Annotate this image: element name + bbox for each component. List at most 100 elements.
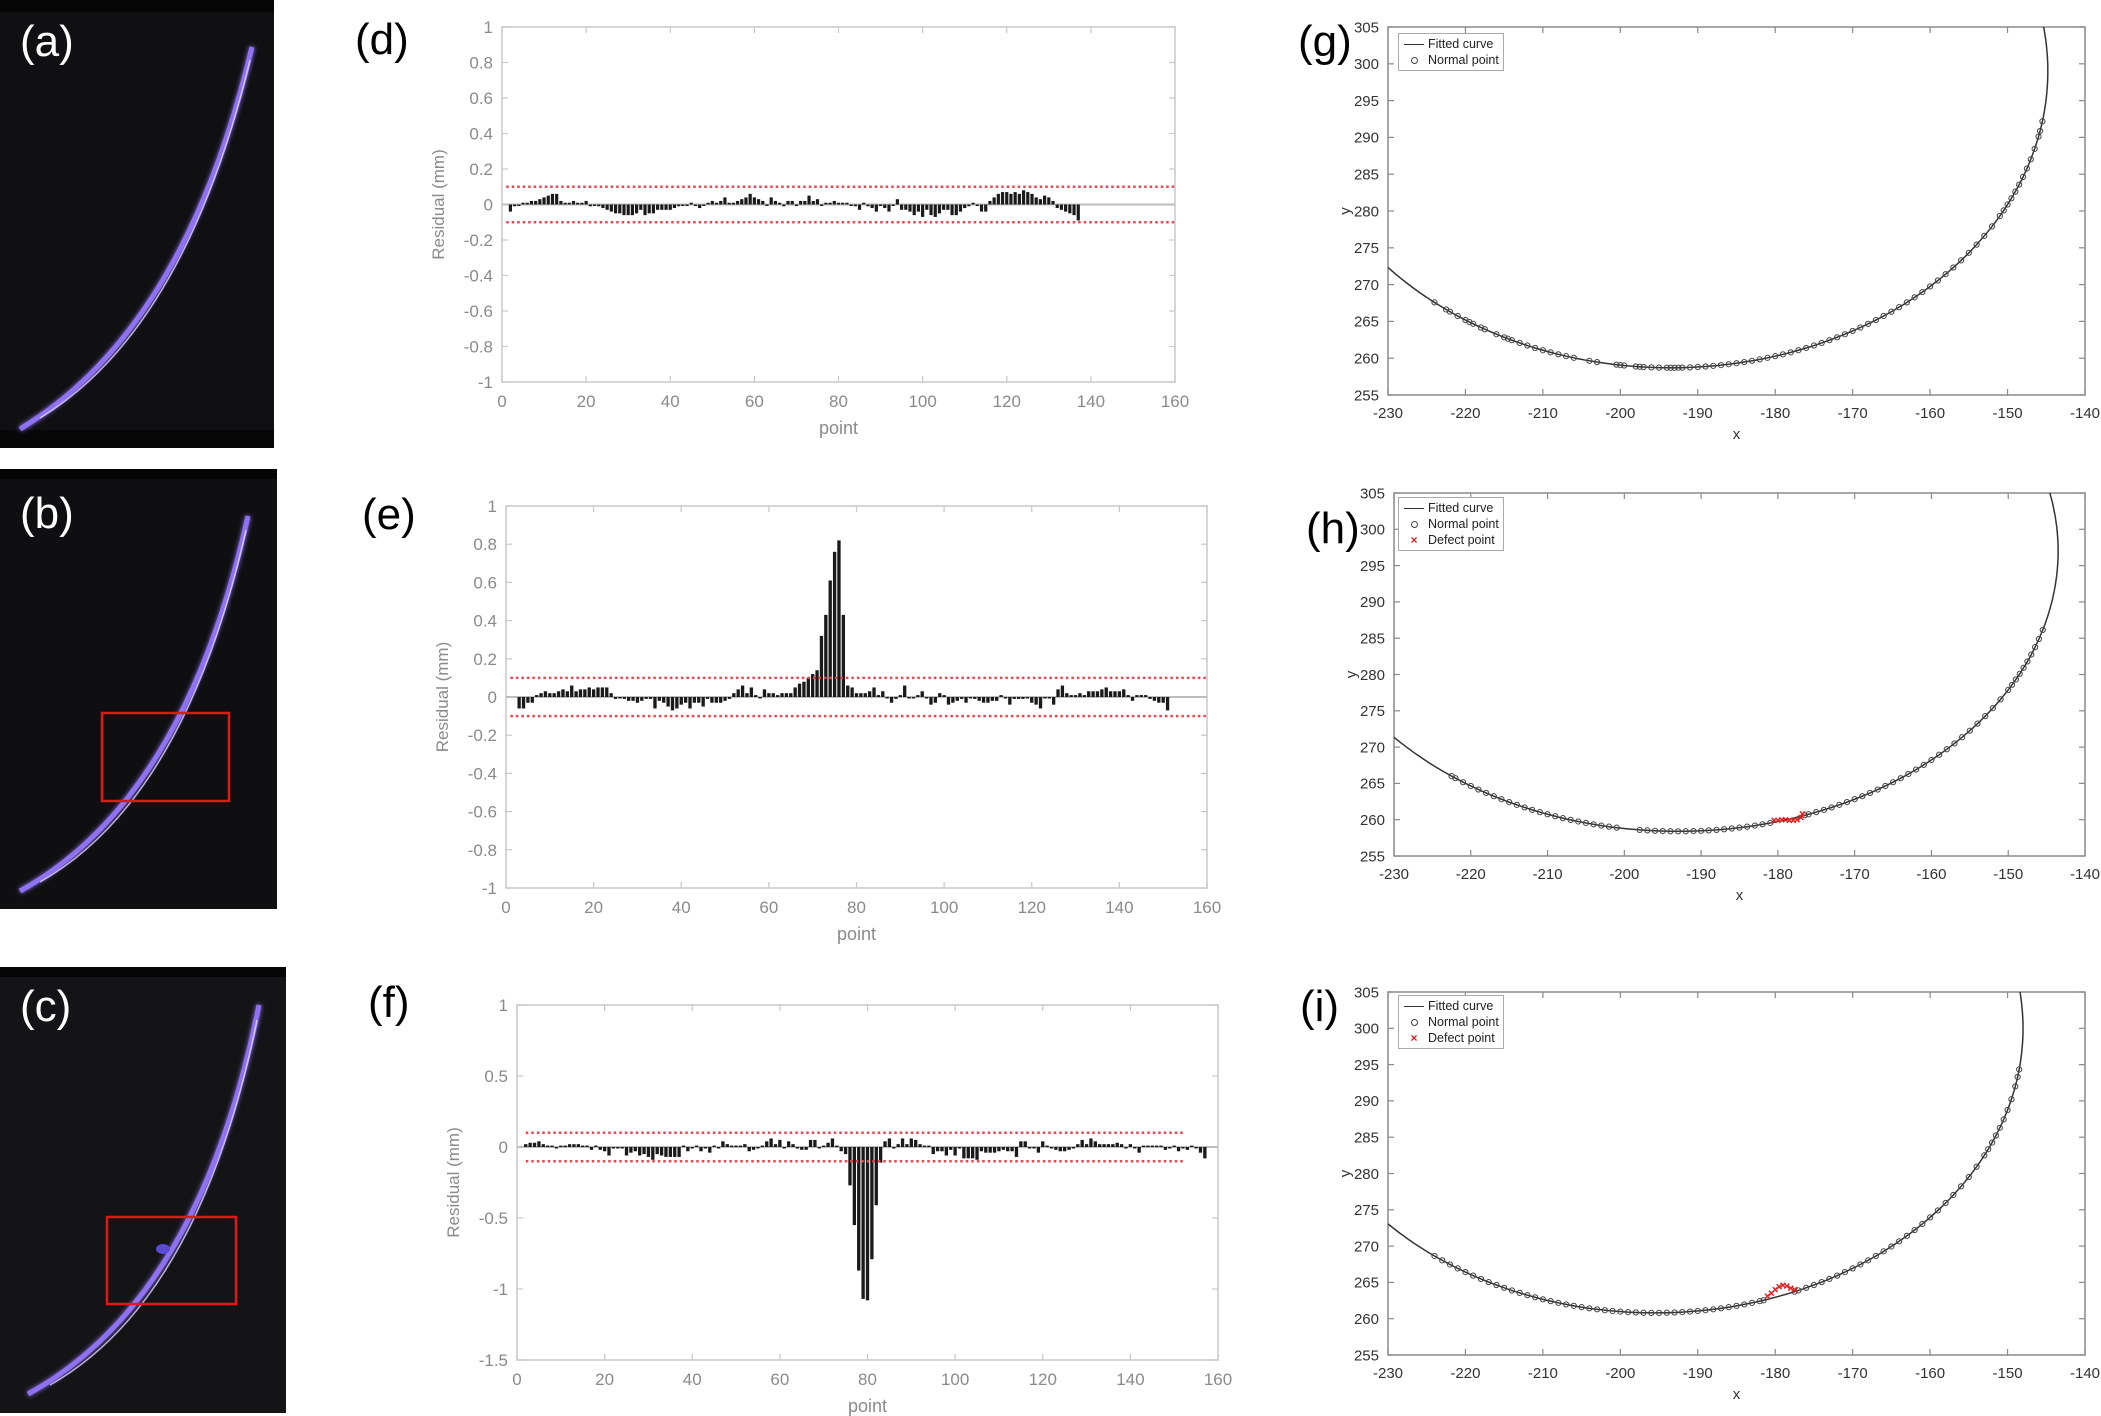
residual-bar bbox=[703, 1147, 708, 1149]
y-tick-label: -0.8 bbox=[464, 337, 493, 356]
residual-bar bbox=[806, 677, 810, 697]
residual-bar bbox=[894, 697, 898, 699]
residual-bar bbox=[591, 689, 596, 697]
residual-bar bbox=[811, 674, 815, 697]
residual-bar bbox=[794, 204, 799, 206]
residual-bar bbox=[642, 1147, 646, 1155]
normal-point bbox=[1857, 1261, 1864, 1268]
normal-point bbox=[2016, 1066, 2023, 1073]
residual-bar bbox=[744, 197, 748, 205]
x-tick-label: -190 bbox=[1683, 1365, 1713, 1382]
residual-bar bbox=[1051, 200, 1055, 205]
x-tick-label: -210 bbox=[1533, 866, 1563, 883]
residual-bar bbox=[907, 697, 911, 699]
residual-bar bbox=[837, 540, 841, 697]
residual-bar bbox=[1082, 695, 1086, 697]
residual-bar bbox=[1055, 204, 1059, 209]
normal-point bbox=[2039, 626, 2046, 634]
normal-point bbox=[1640, 1309, 1647, 1316]
residual-bar bbox=[1141, 1145, 1146, 1148]
residual-bar bbox=[911, 697, 916, 699]
residual-bar bbox=[1122, 689, 1126, 697]
normal-point bbox=[2016, 670, 2023, 677]
residual-bar bbox=[517, 204, 521, 206]
normal-point bbox=[1950, 264, 1957, 271]
y-tick-label: -0.5 bbox=[479, 1209, 508, 1228]
residual-bar bbox=[732, 693, 736, 697]
x-tick-label: 20 bbox=[577, 392, 596, 411]
normal-point bbox=[1759, 821, 1766, 828]
normal-point bbox=[1810, 342, 1818, 349]
defect-point bbox=[1797, 814, 1804, 821]
normal-point bbox=[1859, 793, 1866, 800]
x-tick-label: -160 bbox=[1915, 1365, 1945, 1382]
normal-point bbox=[1539, 347, 1546, 354]
normal-point bbox=[1594, 1306, 1601, 1313]
residual-bar bbox=[944, 1147, 949, 1156]
residual-bar bbox=[1025, 697, 1030, 699]
residual-bar bbox=[521, 202, 525, 205]
normal-point bbox=[1521, 804, 1528, 811]
residual-bar bbox=[874, 204, 878, 212]
normal-point bbox=[1570, 354, 1577, 361]
residual-bar bbox=[712, 1145, 716, 1148]
x-tick-label: 120 bbox=[1018, 898, 1046, 917]
y-tick-label: 0.6 bbox=[473, 573, 497, 592]
x-tick-label: -140 bbox=[2070, 405, 2100, 422]
residual-bar bbox=[898, 695, 902, 697]
normal-point bbox=[1841, 331, 1849, 338]
residual-bar bbox=[1203, 1147, 1207, 1159]
normal-point bbox=[2035, 635, 2043, 643]
residual-bar bbox=[698, 204, 702, 209]
residual-bar bbox=[689, 202, 693, 205]
residual-bar bbox=[662, 697, 666, 703]
normal-point bbox=[1648, 1309, 1655, 1316]
normal-point bbox=[1675, 364, 1682, 371]
residual-bar bbox=[693, 204, 698, 206]
residual-bar bbox=[656, 204, 660, 210]
normal-point bbox=[1555, 351, 1562, 358]
residual-bar bbox=[862, 202, 866, 205]
panel-label-i: (i) bbox=[1300, 982, 1340, 1031]
residual-bar bbox=[958, 204, 963, 212]
defect-point bbox=[1794, 816, 1801, 823]
residual-bar bbox=[745, 693, 749, 697]
residual-bar bbox=[1135, 695, 1139, 697]
normal-point bbox=[1880, 312, 1887, 320]
residual-bar bbox=[1030, 193, 1034, 205]
residual-bar bbox=[539, 693, 543, 697]
x-axis-label: x bbox=[1733, 1386, 1741, 1403]
residual-bar bbox=[775, 695, 780, 697]
residual-bar bbox=[784, 693, 789, 697]
residual-bar bbox=[863, 693, 867, 697]
residual-bar bbox=[912, 204, 916, 216]
normal-point bbox=[1851, 796, 1858, 803]
normal-point bbox=[1849, 327, 1856, 335]
normal-point bbox=[1477, 1275, 1485, 1283]
residual-bar bbox=[508, 204, 513, 212]
residual-bar bbox=[1014, 1147, 1019, 1157]
residual-bar bbox=[988, 200, 992, 205]
x-tick-label: 140 bbox=[1116, 1370, 1144, 1389]
residual-bar bbox=[1113, 691, 1117, 697]
y-tick-label: 285 bbox=[1354, 1129, 1379, 1146]
residual-bar bbox=[587, 687, 591, 697]
normal-point bbox=[1532, 344, 1539, 352]
panel-label-f: (f) bbox=[368, 978, 410, 1027]
residual-bar bbox=[635, 204, 639, 214]
normal-point bbox=[1454, 312, 1461, 320]
residual-bar bbox=[581, 1145, 585, 1148]
residual-bar bbox=[878, 204, 883, 206]
panel-label-a: (a) bbox=[20, 17, 74, 66]
normal-point bbox=[1702, 363, 1709, 370]
residual-bar bbox=[1051, 697, 1056, 705]
residual-bar bbox=[609, 204, 613, 212]
normal-point bbox=[1493, 1281, 1500, 1289]
normal-point bbox=[1888, 1243, 1895, 1250]
panel-label-b: (b) bbox=[20, 489, 74, 538]
residual-bar bbox=[1098, 1144, 1102, 1147]
residual-bar bbox=[743, 1144, 747, 1147]
residual-bar bbox=[1060, 685, 1065, 697]
residual-bar bbox=[865, 1147, 870, 1301]
